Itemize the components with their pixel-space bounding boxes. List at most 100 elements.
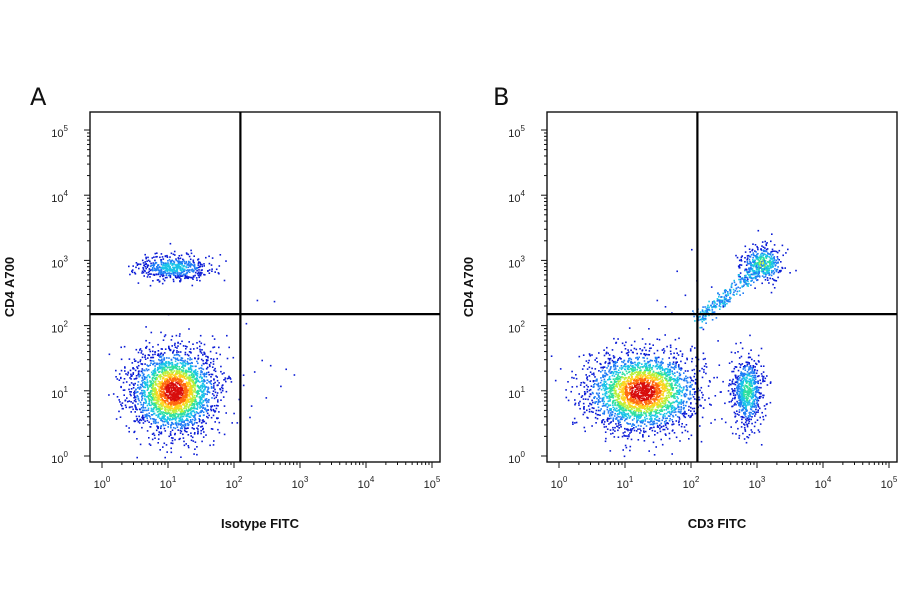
event-dot	[612, 394, 615, 397]
event-dot	[188, 367, 190, 370]
event-dot	[199, 271, 202, 274]
event-dot	[174, 399, 177, 401]
event-dot	[174, 363, 176, 366]
event-dot	[179, 437, 181, 440]
event-dot	[659, 427, 661, 430]
event-dot	[630, 431, 632, 433]
event-dot	[724, 402, 726, 405]
event-dot	[156, 252, 158, 254]
event-dot	[645, 377, 647, 379]
event-dot	[655, 382, 658, 385]
event-dot	[138, 415, 140, 418]
event-dot	[157, 272, 160, 275]
event-dot	[624, 385, 626, 388]
event-dot	[622, 398, 625, 400]
event-dot	[189, 357, 191, 359]
event-dot	[176, 351, 178, 354]
event-dot	[200, 367, 203, 370]
event-dot	[200, 422, 203, 424]
event-dot	[180, 270, 183, 272]
event-dot	[165, 266, 168, 268]
event-dot	[242, 374, 245, 376]
event-dot	[623, 416, 625, 418]
event-dot	[174, 401, 177, 403]
event-dot	[129, 393, 132, 396]
event-dot	[160, 404, 162, 406]
event-dot	[631, 414, 634, 416]
event-dot	[149, 391, 152, 393]
event-dot	[658, 385, 660, 387]
event-dot	[609, 357, 612, 360]
event-dot	[623, 405, 626, 408]
event-dot	[600, 377, 602, 379]
event-dot	[694, 412, 697, 415]
event-dot	[149, 385, 151, 388]
event-dot	[639, 396, 642, 399]
event-dot	[158, 355, 160, 357]
event-dot	[172, 274, 175, 276]
event-dot	[228, 375, 230, 378]
event-dot	[651, 398, 653, 401]
event-dot	[199, 385, 202, 387]
event-dot	[631, 425, 633, 427]
event-dot	[154, 402, 156, 405]
event-dot	[573, 377, 575, 379]
event-dot	[617, 398, 620, 400]
event-dot	[666, 389, 669, 392]
event-dot	[649, 402, 651, 404]
event-dot	[674, 338, 677, 341]
event-dot	[673, 352, 675, 355]
event-dot	[670, 353, 672, 355]
event-dot	[154, 382, 157, 384]
event-dot	[143, 369, 145, 371]
event-dot	[151, 438, 154, 441]
event-dot	[172, 412, 175, 414]
event-dot	[610, 408, 612, 410]
event-dot	[152, 380, 155, 382]
event-dot	[183, 268, 185, 271]
event-dot	[648, 374, 651, 377]
event-dot	[664, 422, 666, 425]
event-dot	[643, 385, 645, 388]
event-dot	[171, 390, 173, 393]
event-dot	[265, 397, 268, 399]
event-dot	[213, 378, 215, 380]
event-dot	[185, 392, 187, 394]
event-dot	[189, 359, 191, 361]
event-dot	[146, 389, 149, 391]
event-dot	[174, 433, 176, 436]
event-dot	[663, 428, 666, 431]
event-dot	[637, 381, 639, 384]
event-dot	[182, 379, 184, 382]
event-dot	[583, 406, 585, 408]
event-dot	[570, 390, 572, 393]
event-dot	[201, 377, 203, 380]
event-dot	[626, 435, 628, 437]
event-dot	[188, 264, 190, 267]
event-dot	[177, 272, 179, 275]
event-dot	[212, 414, 215, 417]
event-dot	[664, 388, 666, 390]
event-dot	[633, 427, 635, 429]
event-dot	[151, 388, 154, 390]
event-dot	[162, 274, 165, 277]
event-dot	[675, 366, 677, 369]
event-dot	[654, 402, 657, 404]
event-dot	[163, 400, 166, 402]
event-dot	[193, 261, 195, 264]
event-dot	[161, 395, 164, 398]
event-dot	[153, 256, 155, 258]
event-dot	[628, 391, 631, 394]
event-dot	[136, 438, 138, 440]
event-dot	[197, 391, 199, 393]
event-dot	[655, 360, 657, 363]
event-dot	[620, 391, 622, 393]
event-dot	[166, 391, 168, 394]
event-dot	[183, 444, 186, 447]
event-dot	[159, 406, 161, 408]
event-dot	[604, 392, 606, 395]
event-dot	[659, 403, 662, 405]
event-dot	[170, 358, 173, 361]
event-dot	[162, 372, 164, 375]
event-dot	[162, 403, 165, 406]
